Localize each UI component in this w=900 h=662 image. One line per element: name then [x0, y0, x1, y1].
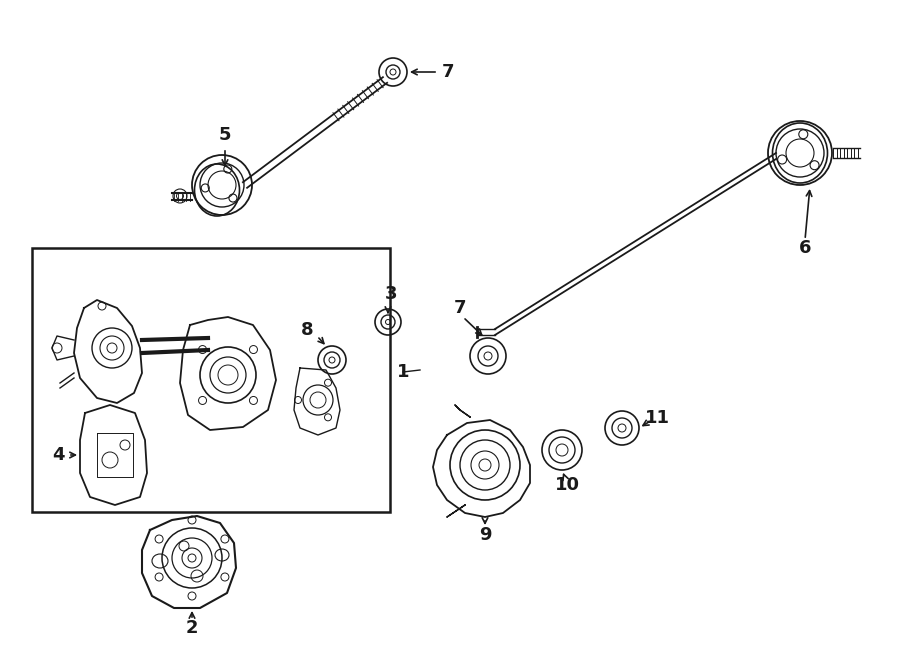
- Bar: [32, 248, 390, 512]
- Text: 5: 5: [219, 126, 231, 144]
- Text: 9: 9: [479, 526, 491, 544]
- Text: 2: 2: [185, 619, 198, 637]
- Text: 1: 1: [397, 363, 410, 381]
- Text: 7: 7: [442, 63, 454, 81]
- Text: 8: 8: [301, 321, 313, 339]
- Text: 3: 3: [385, 285, 397, 303]
- Text: 7: 7: [454, 299, 466, 317]
- Text: 4: 4: [52, 446, 64, 464]
- Text: 6: 6: [799, 239, 811, 257]
- Text: 10: 10: [554, 476, 580, 494]
- Text: 11: 11: [644, 409, 670, 427]
